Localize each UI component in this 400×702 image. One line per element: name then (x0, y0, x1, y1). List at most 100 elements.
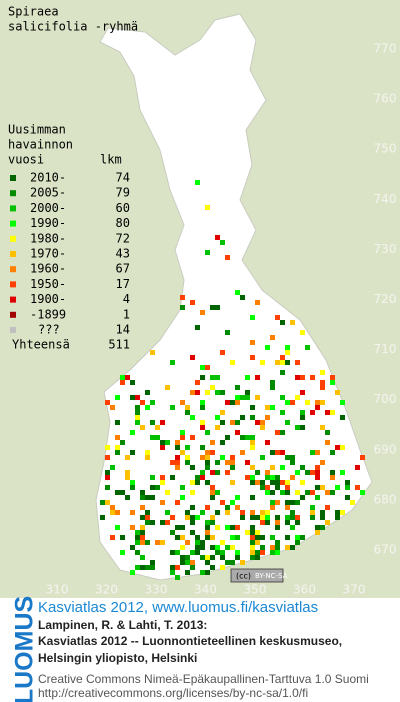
legend-count-heading: lkm (100, 153, 122, 167)
occurrence-square (205, 555, 210, 560)
occurrence-square (305, 470, 310, 475)
occurrence-square (290, 400, 295, 405)
occurrence-square (200, 405, 205, 410)
occurrence-square (145, 520, 150, 525)
occurrence-square (300, 375, 305, 380)
occurrence-square (215, 415, 220, 420)
occurrence-square (315, 530, 320, 535)
occurrence-square (200, 445, 205, 450)
occurrence-square (250, 510, 255, 515)
occurrence-square (300, 495, 305, 500)
legend-total: 511 (108, 338, 130, 352)
occurrence-square (285, 480, 290, 485)
occurrence-square (255, 515, 260, 520)
occurrence-square (345, 480, 350, 485)
occurrence-square (225, 545, 230, 550)
occurrence-square (150, 350, 155, 355)
occurrence-square (190, 565, 195, 570)
occurrence-square (270, 465, 275, 470)
occurrence-square (275, 360, 280, 365)
legend-swatch (10, 327, 16, 333)
occurrence-square (230, 465, 235, 470)
occurrence-square (135, 395, 140, 400)
occurrence-square (270, 545, 275, 550)
occurrence-square (290, 545, 295, 550)
occurrence-square (170, 405, 175, 410)
occurrence-square (190, 515, 195, 520)
occurrence-square (280, 320, 285, 325)
occurrence-square (285, 490, 290, 495)
occurrence-square (160, 420, 165, 425)
legend-swatch (10, 266, 16, 273)
occurrence-square (150, 420, 155, 425)
occurrence-square (285, 420, 290, 425)
legend-label: 2010- (30, 171, 66, 185)
occurrence-square (185, 570, 190, 575)
occurrence-square (240, 435, 245, 440)
occurrence-square (260, 535, 265, 540)
occurrence-square (235, 495, 240, 500)
occurrence-square (205, 250, 210, 255)
legend-label: ??? (38, 323, 60, 337)
occurrence-square (120, 535, 125, 540)
occurrence-square (160, 440, 165, 445)
occurrence-square (220, 440, 225, 445)
occurrence-square (115, 490, 120, 495)
occurrence-square (180, 560, 185, 565)
occurrence-square (265, 345, 270, 350)
occurrence-square (190, 390, 195, 395)
occurrence-square (145, 495, 150, 500)
occurrence-square (250, 405, 255, 410)
occurrence-square (180, 545, 185, 550)
occurrence-square (235, 525, 240, 530)
occurrence-square (225, 560, 230, 565)
occurrence-square (230, 545, 235, 550)
occurrence-square (200, 555, 205, 560)
occurrence-square (250, 535, 255, 540)
occurrence-square (210, 385, 215, 390)
occurrence-square (210, 485, 215, 490)
occurrence-square (240, 395, 245, 400)
occurrence-square (105, 400, 110, 405)
occurrence-square (290, 500, 295, 505)
occurrence-square (280, 355, 285, 360)
occurrence-square (285, 360, 290, 365)
occurrence-square (210, 495, 215, 500)
occurrence-square (200, 425, 205, 430)
occurrence-square (135, 550, 140, 555)
occurrence-square (280, 360, 285, 365)
x-grid-label: 320 (95, 583, 118, 597)
occurrence-square (285, 515, 290, 520)
occurrence-square (105, 485, 110, 490)
y-grid-label: 670 (374, 543, 397, 557)
occurrence-square (205, 535, 210, 540)
occurrence-square (185, 455, 190, 460)
occurrence-square (190, 355, 195, 360)
occurrence-square (175, 455, 180, 460)
occurrence-square (190, 415, 195, 420)
occurrence-square (195, 535, 200, 540)
occurrence-square (185, 510, 190, 515)
occurrence-square (295, 500, 300, 505)
occurrence-square (170, 570, 175, 575)
occurrence-square (130, 380, 135, 385)
occurrence-square (175, 575, 180, 580)
occurrence-square (150, 495, 155, 500)
occurrence-square (230, 500, 235, 505)
occurrence-square (350, 500, 355, 505)
occurrence-square (225, 505, 230, 510)
occurrence-square (290, 525, 295, 530)
occurrence-square (145, 390, 150, 395)
legend-heading: havainnon (8, 138, 73, 152)
occurrence-square (185, 540, 190, 545)
occurrence-square (285, 485, 290, 490)
occurrence-square (210, 535, 215, 540)
legend-count: 67 (116, 262, 130, 276)
occurrence-square (255, 300, 260, 305)
link[interactable]: Kasviatlas 2012, www.luomus.fi/kasviatla… (38, 599, 318, 616)
occurrence-square (260, 420, 265, 425)
occurrence-square (260, 510, 265, 515)
occurrence-square (250, 555, 255, 560)
occurrence-square (130, 510, 135, 515)
occurrence-square (315, 400, 320, 405)
